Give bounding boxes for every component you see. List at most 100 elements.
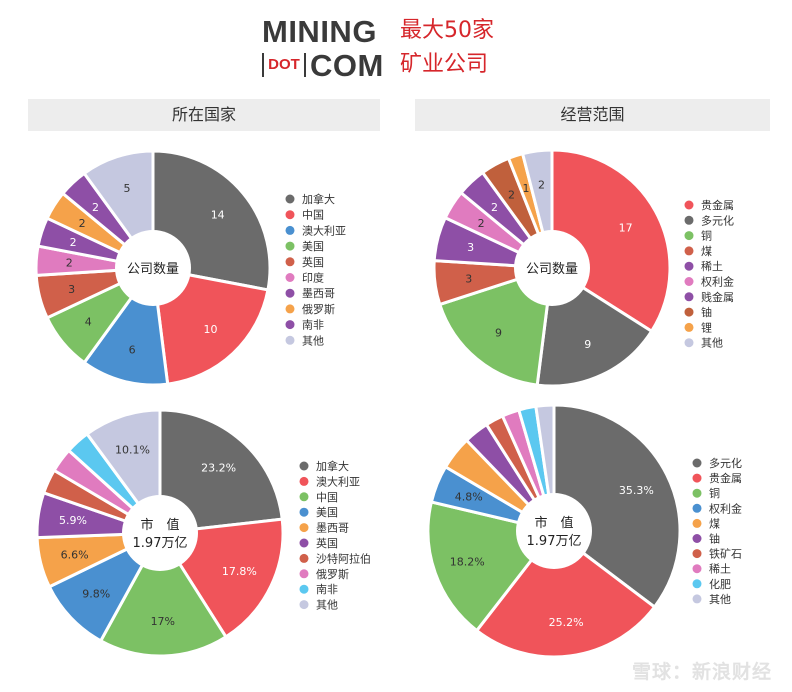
legend-marker-marketcap-by-country-9 <box>300 600 309 609</box>
legend-marker-count-by-country-8 <box>286 320 295 329</box>
legend-label-marketcap-by-business-7: 稀土 <box>709 563 731 576</box>
slice-label-count-by-business-6: 2 <box>491 201 498 214</box>
legend-label-count-by-business-2: 铜 <box>701 229 712 243</box>
legend-label-marketcap-by-country-3: 美国 <box>316 506 338 519</box>
legend-marker-marketcap-by-business-4 <box>693 519 702 528</box>
slice-label-marketcap-by-country-5: 5.9% <box>59 514 87 527</box>
slice-label-count-by-country-7: 2 <box>79 217 86 230</box>
slice-label-marketcap-by-country-0: 23.2% <box>201 461 236 474</box>
watermark: 雪球：新浪财经 <box>632 657 772 684</box>
legend-marker-count-by-country-1 <box>286 210 295 219</box>
slice-label-count-by-business-9: 2 <box>538 179 545 192</box>
slice-label-count-by-country-6: 2 <box>70 236 77 249</box>
legend-marker-marketcap-by-business-3 <box>693 504 702 513</box>
legend-marker-count-by-country-2 <box>286 226 295 235</box>
slice-label-count-by-country-1: 10 <box>204 323 218 336</box>
legend-marker-count-by-business-0 <box>685 201 694 210</box>
legend-marker-count-by-business-8 <box>685 323 694 332</box>
legend-label-marketcap-by-business-0: 多元化 <box>709 456 742 470</box>
legend-label-marketcap-by-business-9: 其他 <box>709 593 731 606</box>
legend-marker-count-by-country-0 <box>286 195 295 204</box>
legend-marker-marketcap-by-country-6 <box>300 554 309 563</box>
slice-label-count-by-business-3: 3 <box>465 273 472 286</box>
legend-label-marketcap-by-country-1: 澳大利亚 <box>316 474 360 488</box>
legend-label-marketcap-by-business-1: 贵金属 <box>709 471 742 485</box>
legend-marker-marketcap-by-business-6 <box>693 549 702 558</box>
marketcap-by-business-center-label: 1.97万亿 <box>527 534 582 549</box>
legend-label-marketcap-by-business-6: 铁矿石 <box>709 548 742 561</box>
legend-label-marketcap-by-country-0: 加拿大 <box>316 459 349 473</box>
slice-label-count-by-business-7: 2 <box>508 188 515 201</box>
legend-label-count-by-business-0: 贵金属 <box>701 198 734 212</box>
slice-label-count-by-country-3: 4 <box>85 316 92 329</box>
legend-marker-count-by-business-9 <box>685 338 694 347</box>
slice-label-marketcap-by-business-3: 4.8% <box>455 491 483 504</box>
legend-label-count-by-country-6: 墨西哥 <box>302 287 335 300</box>
count-by-business-center-label: 公司数量 <box>526 262 578 277</box>
legend-marker-count-by-business-5 <box>685 277 694 286</box>
legend-marker-count-by-country-7 <box>286 304 295 313</box>
legend-marker-count-by-country-4 <box>286 257 295 266</box>
legend-label-marketcap-by-country-8: 南非 <box>316 583 338 596</box>
slice-label-marketcap-by-country-1: 17.8% <box>222 565 257 578</box>
marketcap-by-country-center-label: 1.97万亿 <box>133 536 188 551</box>
legend-label-marketcap-by-business-4: 煤 <box>709 517 720 530</box>
legend-marker-count-by-business-3 <box>685 246 694 255</box>
legend-marker-marketcap-by-country-8 <box>300 585 309 594</box>
legend-marker-marketcap-by-business-8 <box>693 579 702 588</box>
slice-label-marketcap-by-country-3: 9.8% <box>82 588 110 601</box>
slice-label-count-by-country-8: 2 <box>92 201 99 214</box>
legend-label-count-by-country-9: 其他 <box>302 334 324 347</box>
slice-label-marketcap-by-business-1: 25.2% <box>549 616 584 629</box>
legend-marker-count-by-business-4 <box>685 262 694 271</box>
legend-marker-marketcap-by-business-5 <box>693 534 702 543</box>
marketcap-by-country-chart: 23.2% 17.8% 17% 9.8% 6.6% 5.9% 10.1% 市 值 1.97万亿 加… <box>37 410 371 656</box>
legend-marker-marketcap-by-country-0 <box>300 462 309 471</box>
legend-label-count-by-business-3: 煤 <box>701 245 712 258</box>
legend-marker-marketcap-by-country-3 <box>300 508 309 517</box>
legend-label-count-by-business-5: 权利金 <box>701 275 734 289</box>
slice-label-marketcap-by-country-9: 10.1% <box>115 443 150 456</box>
legend-label-count-by-country-4: 英国 <box>302 255 324 269</box>
marketcap-by-business-donut-hole <box>516 493 592 569</box>
slice-label-count-by-country-9: 5 <box>124 182 131 195</box>
legend-marker-marketcap-by-business-7 <box>693 564 702 573</box>
legend-label-marketcap-by-country-7: 俄罗斯 <box>316 568 349 581</box>
legend-label-count-by-business-4: 稀土 <box>701 260 723 273</box>
legend-marker-marketcap-by-country-4 <box>300 523 309 532</box>
legend-label-marketcap-by-business-5: 铀 <box>709 532 720 546</box>
count-by-country-chart: 141064322225公司数量加拿大中国澳大利亚美国英国印度墨西哥俄罗斯南非其… <box>36 151 346 385</box>
slice-label-marketcap-by-business-2: 18.2% <box>450 556 485 569</box>
legend-label-marketcap-by-business-3: 权利金 <box>709 501 742 515</box>
charts-canvas: 141064322225公司数量加拿大中国澳大利亚美国英国印度墨西哥俄罗斯南非其… <box>0 0 792 692</box>
legend-label-count-by-country-7: 俄罗斯 <box>302 303 335 316</box>
legend-marker-marketcap-by-country-1 <box>300 477 309 486</box>
legend-label-count-by-country-1: 中国 <box>302 209 324 222</box>
legend-label-marketcap-by-country-9: 其他 <box>316 599 338 612</box>
slice-label-count-by-business-1: 9 <box>584 338 591 351</box>
legend-marker-count-by-country-3 <box>286 242 295 251</box>
count-by-country-center-label: 公司数量 <box>127 262 179 277</box>
slice-label-marketcap-by-business-0: 35.3% <box>619 484 654 497</box>
legend-label-count-by-business-1: 多元化 <box>701 213 734 227</box>
legend-label-marketcap-by-country-5: 英国 <box>316 536 338 550</box>
legend-label-marketcap-by-country-4: 墨西哥 <box>316 522 349 535</box>
slice-label-count-by-country-5: 2 <box>66 257 73 270</box>
legend-marker-count-by-business-6 <box>685 292 694 301</box>
legend-marker-count-by-business-1 <box>685 216 694 225</box>
slice-label-count-by-business-5: 2 <box>478 217 485 230</box>
count-by-business-chart: 179933222 1 2公司数量贵金属多元化铜煤稀土权利金贱金属铀锂其他 <box>434 150 734 386</box>
marketcap-by-business-chart: 35.3% 25.2% 18.2% 4.8% 市 值 1.97万亿 多元化贵金属铜权利金煤铀… <box>428 405 742 657</box>
legend-marker-marketcap-by-business-9 <box>693 594 702 603</box>
legend-label-count-by-business-8: 锂 <box>701 320 712 334</box>
marketcap-by-business-center-label: 市 值 <box>534 515 573 531</box>
legend-marker-marketcap-by-business-1 <box>693 474 702 483</box>
slice-label-marketcap-by-country-4: 6.6% <box>61 548 89 561</box>
slice-label-count-by-country-2: 6 <box>129 343 136 356</box>
legend-label-count-by-business-7: 铀 <box>701 305 712 319</box>
legend-label-count-by-country-0: 加拿大 <box>302 192 335 206</box>
slice-label-count-by-business-0: 17 <box>619 222 633 235</box>
legend-marker-marketcap-by-country-7 <box>300 569 309 578</box>
legend-marker-count-by-business-2 <box>685 231 694 240</box>
legend-marker-count-by-business-7 <box>685 308 694 317</box>
